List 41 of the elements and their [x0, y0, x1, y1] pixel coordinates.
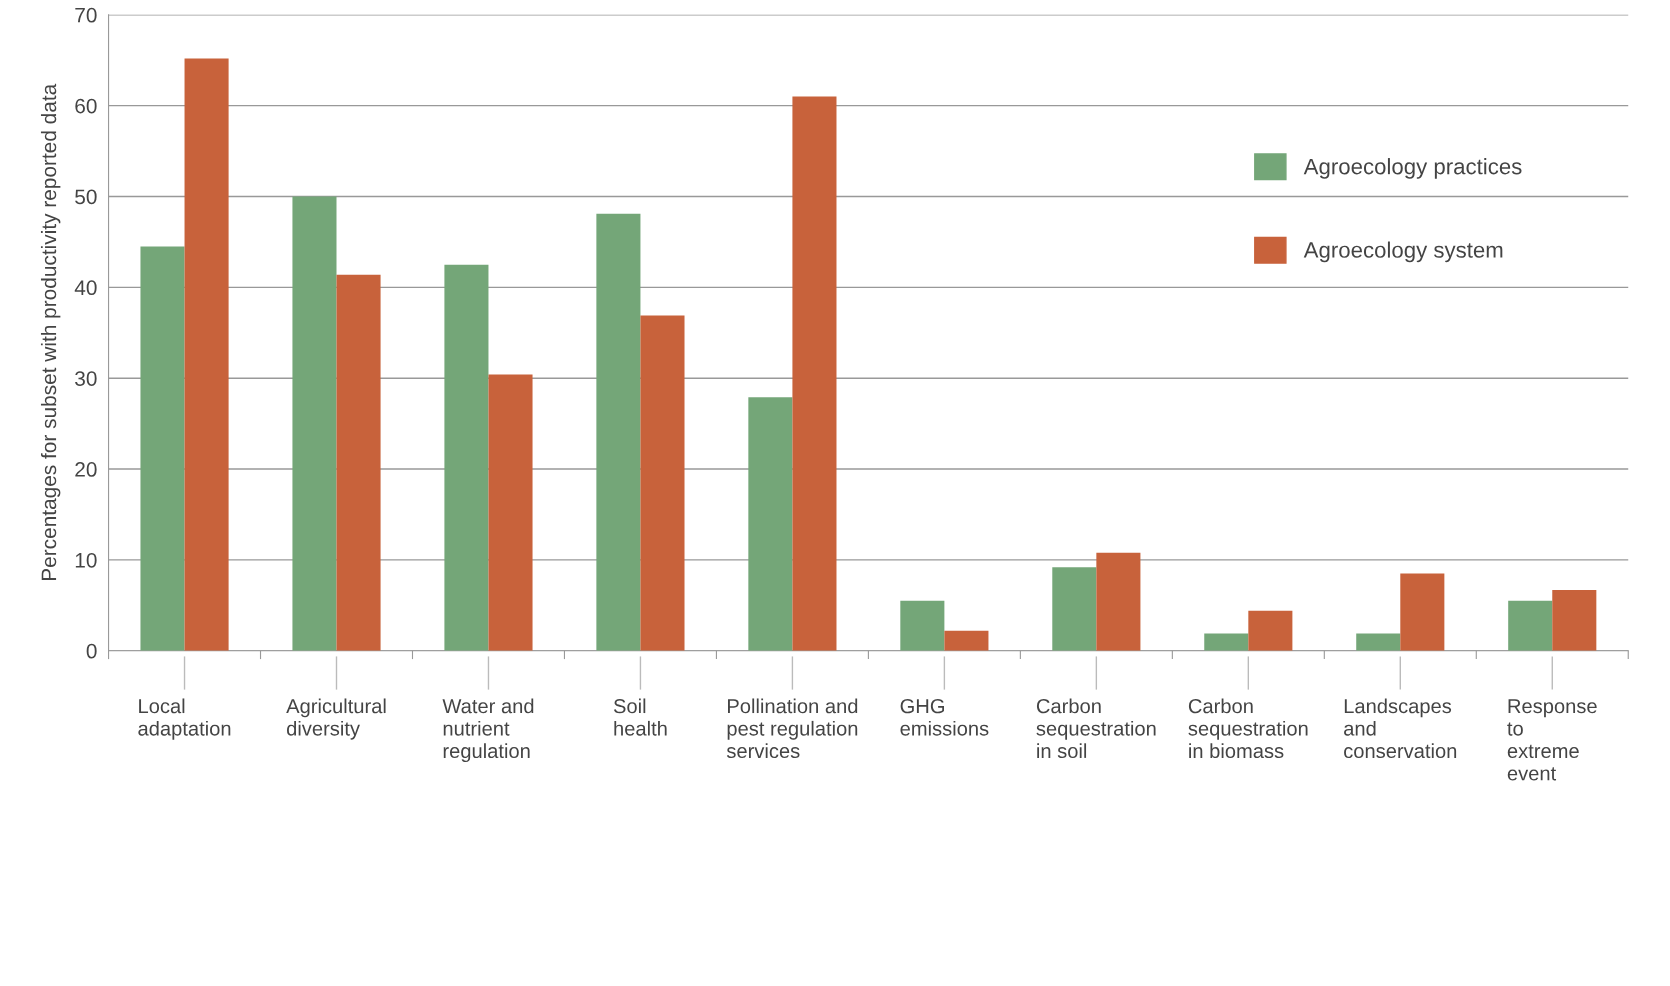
bar — [336, 274, 381, 651]
bar — [1400, 573, 1445, 651]
bar — [900, 600, 945, 651]
bar — [1096, 552, 1141, 651]
x-tick-label: Carbon sequestration in soil — [1036, 698, 1156, 759]
bar — [444, 264, 489, 651]
x-tick-label: Carbon sequestration in biomass — [1188, 698, 1308, 759]
bar — [184, 58, 229, 651]
x-tick-label: Agricultural diversity — [286, 698, 386, 740]
y-tick-label: 0 — [86, 643, 97, 659]
bar — [1204, 633, 1249, 651]
y-tick-label: 20 — [75, 462, 97, 477]
x-tick-label: Pollination and pest regulation services — [726, 698, 858, 759]
bar — [1052, 567, 1097, 651]
bar — [1508, 600, 1553, 651]
x-tick-label: GHG emissions — [900, 698, 989, 736]
bar — [1552, 589, 1597, 651]
bar — [596, 213, 641, 651]
y-tick-label: 50 — [75, 189, 97, 205]
y-tick-label: 60 — [75, 98, 97, 114]
bar — [1356, 633, 1401, 651]
bar — [944, 630, 989, 651]
y-tick-label: 70 — [75, 7, 97, 23]
bar — [488, 374, 533, 651]
x-tick-label: Water and nutrient regulation — [442, 698, 534, 763]
bar — [792, 96, 837, 651]
y-tick-label: 40 — [74, 280, 97, 296]
y-tick-label: 30 — [75, 371, 97, 386]
legend-label: Agroecology practices — [1303, 158, 1522, 179]
y-axis-title: Percentages for subset with productivity reported data — [40, 83, 61, 581]
x-tick-label: Soil health — [613, 698, 667, 736]
bar — [640, 315, 685, 651]
x-tick-label: Landscapes and conservation — [1344, 698, 1457, 759]
x-tick-label: Local adaptation — [138, 698, 231, 740]
legend-label: Agroecology system — [1303, 241, 1503, 263]
x-tick-label: Response to extreme event — [1507, 699, 1597, 781]
bar — [292, 196, 337, 651]
bar — [140, 246, 185, 651]
bar — [748, 397, 793, 651]
y-tick-label: 10 — [75, 552, 97, 568]
bar — [1248, 610, 1293, 651]
